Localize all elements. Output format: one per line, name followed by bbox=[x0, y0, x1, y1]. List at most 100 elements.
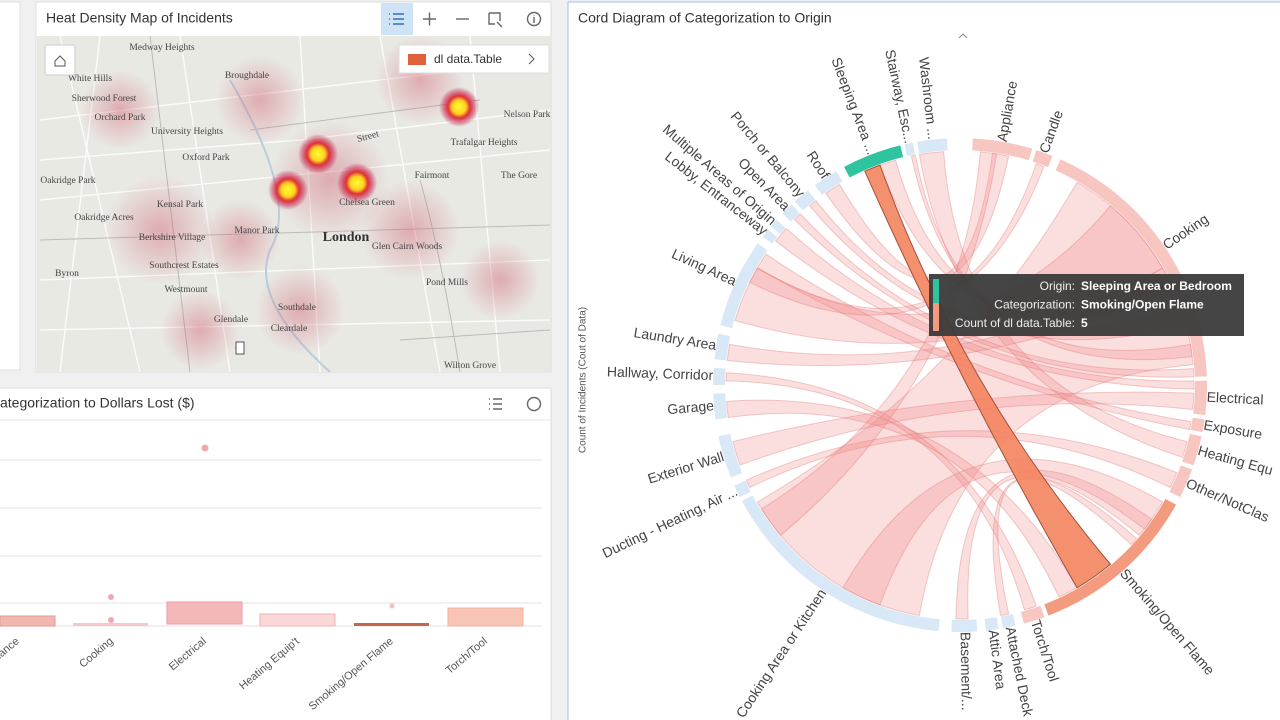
chord-ribbon bbox=[955, 469, 1153, 620]
origin-arc[interactable] bbox=[951, 619, 978, 632]
category-arc[interactable] bbox=[1193, 380, 1207, 416]
place-label: Oakridge Park bbox=[40, 176, 95, 186]
chord-ribbon-highlight bbox=[864, 164, 1112, 589]
place-label: The Gore bbox=[501, 171, 537, 181]
place-label: Nelson Park bbox=[504, 110, 551, 120]
tooltip: Origin: Sleeping Area or Bedroom Categoriz… bbox=[929, 274, 1244, 336]
tooltip-value: Smoking/Open Flame bbox=[1081, 298, 1204, 312]
info-button[interactable] bbox=[526, 396, 542, 412]
legend-arrow bbox=[528, 53, 535, 65]
chord-ribbon bbox=[732, 391, 1195, 466]
category-arc[interactable] bbox=[1182, 433, 1202, 466]
panel-title: Heat Density Map of Incidents bbox=[46, 10, 233, 26]
legend-label: dl data.Table bbox=[434, 52, 502, 66]
origin-arc[interactable] bbox=[741, 495, 940, 632]
category-arc[interactable] bbox=[1044, 498, 1177, 616]
box-panel: ategorization to Dollars Lost ($) iance C… bbox=[0, 387, 552, 720]
legend-swatch bbox=[408, 54, 426, 65]
place-label: Cleardale bbox=[271, 324, 307, 334]
chord-ribbon bbox=[756, 253, 1192, 431]
chord-ribbon bbox=[745, 430, 1178, 489]
chord-label: Attic Area bbox=[986, 629, 1010, 691]
origin-arc[interactable] bbox=[782, 204, 800, 222]
origin-arc[interactable] bbox=[844, 145, 904, 178]
chord-ribbon bbox=[992, 476, 1138, 617]
tooltip-value: Sleeping Area or Bedroom bbox=[1081, 279, 1232, 293]
chord-label: Garage bbox=[667, 397, 715, 417]
origin-arc[interactable] bbox=[720, 243, 768, 329]
place-label: Southdale bbox=[278, 303, 316, 313]
chord-label: Electrical bbox=[1206, 389, 1264, 408]
origin-arc[interactable] bbox=[718, 433, 743, 478]
place-label: Orchard Park bbox=[95, 113, 146, 123]
place-label: Glen Cairn Woods bbox=[372, 242, 443, 252]
place-label: Byron bbox=[55, 269, 79, 279]
tooltip-key: Count of dl data.Table: bbox=[955, 316, 1075, 330]
collapse-arrow[interactable] bbox=[958, 33, 968, 39]
place-label: Medway Heights bbox=[129, 43, 194, 53]
origin-arc[interactable] bbox=[770, 219, 786, 234]
origin-arc[interactable] bbox=[762, 229, 778, 244]
place-label: Chelsea Green bbox=[339, 198, 395, 208]
map-panel: Heat Density Map of Incidents bbox=[35, 1, 552, 373]
home-button[interactable] bbox=[44, 44, 76, 76]
tooltip-value: 5 bbox=[1081, 316, 1088, 330]
origin-arc[interactable] bbox=[713, 367, 726, 385]
map: Medway Heights White Hills Sherwood Forest… bbox=[37, 36, 551, 372]
place-label: Berkshire Village bbox=[139, 233, 206, 243]
place-label: White Hills bbox=[68, 74, 112, 84]
chord-label: Hallway, Corridor bbox=[607, 363, 714, 383]
chord-ribbon bbox=[760, 151, 998, 537]
heat-areas bbox=[80, 36, 540, 370]
legend-button[interactable] bbox=[489, 398, 502, 410]
origin-arc[interactable] bbox=[714, 333, 731, 361]
tooltip-key: Categorization: bbox=[994, 298, 1075, 312]
chord-ribbon bbox=[725, 372, 1037, 611]
zoom-selection[interactable] bbox=[488, 12, 503, 28]
origin-arc[interactable] bbox=[794, 190, 816, 211]
origin-arc[interactable] bbox=[904, 142, 916, 157]
place-label: Southcrest Estates bbox=[149, 261, 219, 271]
category-arc[interactable] bbox=[1032, 150, 1053, 168]
legend-icon bbox=[389, 13, 404, 25]
origin-arc[interactable] bbox=[984, 617, 999, 631]
place-label: Glendale bbox=[214, 315, 248, 325]
place-label: Sherwood Forest bbox=[72, 94, 137, 104]
origin-arc[interactable] bbox=[814, 171, 843, 195]
place-label: Pond Mills bbox=[426, 278, 468, 288]
chord-ribbon bbox=[842, 458, 1164, 606]
place-label: University Heights bbox=[151, 127, 223, 137]
category-arc[interactable] bbox=[972, 138, 1033, 161]
place-label: Kensal Park bbox=[157, 200, 203, 210]
axis-label: Count of Incidents (Cout of Data) bbox=[578, 307, 589, 453]
panel-title: Cord Diagram of Categorization to Origin bbox=[578, 10, 832, 26]
place-label: Oxford Park bbox=[182, 152, 229, 163]
info-button[interactable] bbox=[526, 11, 542, 27]
hot-spots bbox=[268, 87, 479, 210]
category-arc[interactable] bbox=[1190, 417, 1205, 433]
chord-panel: Cord Diagram of Categorization to Origin… bbox=[567, 1, 1280, 720]
origin-arc[interactable] bbox=[917, 138, 948, 154]
place-label: Manor Park bbox=[234, 226, 279, 236]
category-arc[interactable] bbox=[1020, 605, 1045, 624]
side-panel bbox=[0, 1, 21, 371]
place-label: London bbox=[323, 230, 370, 245]
tooltip-key: Origin: bbox=[1040, 279, 1075, 293]
place-label: Westmount bbox=[164, 285, 207, 295]
origin-arc[interactable] bbox=[713, 393, 728, 420]
place-label: Fairmont bbox=[415, 171, 450, 181]
place-label: Trafalgar Heights bbox=[451, 137, 518, 148]
chord-label: Basement/... bbox=[958, 632, 975, 711]
origin-arc[interactable] bbox=[734, 480, 751, 498]
origin-arc[interactable] bbox=[1000, 613, 1016, 629]
place-label: Broughdale bbox=[225, 71, 269, 81]
home-icon bbox=[54, 55, 66, 67]
place-label: Wilton Grove bbox=[444, 361, 496, 371]
zoom-in[interactable] bbox=[423, 12, 436, 26]
panel-title: ategorization to Dollars Lost ($) bbox=[0, 395, 195, 411]
boxes bbox=[0, 444, 524, 627]
category-arc[interactable] bbox=[1169, 465, 1193, 498]
place-label: Oakridge Acres bbox=[74, 213, 134, 223]
category-arc[interactable] bbox=[1055, 159, 1207, 377]
